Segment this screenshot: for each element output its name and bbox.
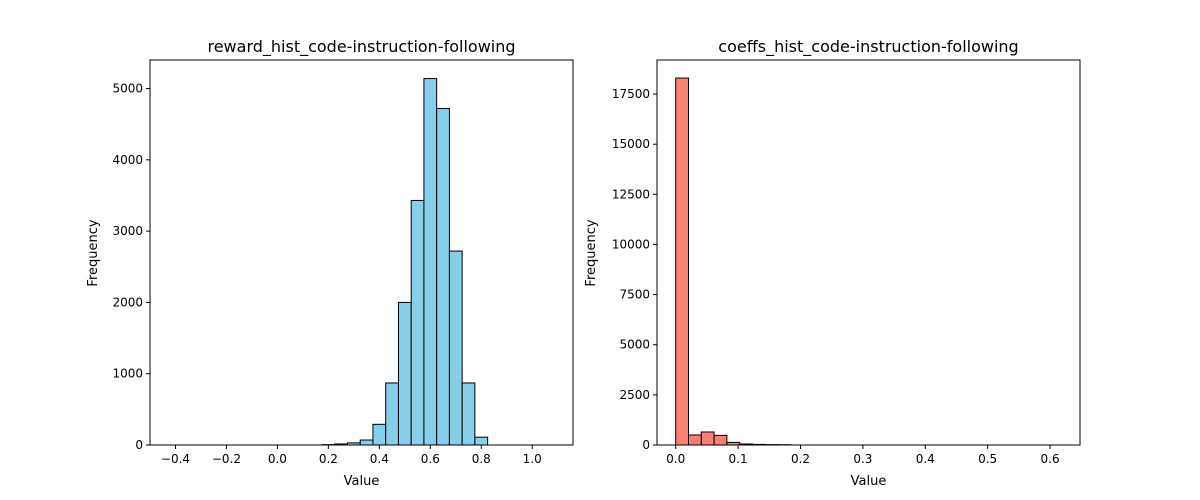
- reward-histogram-ytick-label: 0: [135, 438, 143, 452]
- coeffs-histogram-bar: [688, 434, 702, 446]
- reward-histogram-xaxis: −0.4 −0.2 0.0 0.2 0.4 0.6 0.8 1.0: [161, 445, 542, 466]
- reward-histogram-panel: reward_hist_code-instruction-following V…: [86, 37, 574, 489]
- reward-histogram-bar: [359, 439, 374, 446]
- reward-histogram-title: reward_hist_code-instruction-following: [207, 37, 515, 57]
- reward-histogram-plot-frame: [149, 59, 574, 446]
- coeffs-histogram-plot-frame: [656, 59, 1081, 446]
- reward-histogram-bar: [436, 107, 450, 446]
- coeffs-histogram-yaxis: 0 2500 5000 7500 10000 12500 15000 17500: [612, 87, 657, 452]
- reward-histogram-xtick-label: 1.0: [523, 452, 542, 466]
- coeffs-histogram-xtick-label: 0.1: [729, 452, 748, 466]
- reward-histogram-ytick-label: 3000: [112, 224, 143, 238]
- reward-histogram-ytick-label: 5000: [112, 82, 143, 96]
- reward-histogram-xtick-label: 0.0: [268, 452, 287, 466]
- reward-histogram-bars: [321, 78, 489, 446]
- coeffs-histogram-ytick-label: 7500: [619, 288, 650, 302]
- coeffs-histogram-bar: [713, 434, 728, 446]
- coeffs-histogram-ytick-label: 0: [642, 438, 650, 452]
- reward-histogram-ylabel: Frequency: [86, 219, 101, 286]
- coeffs-histogram-bars: [675, 77, 792, 446]
- reward-histogram-xlabel: Value: [344, 474, 380, 489]
- reward-histogram-ytick-label: 4000: [112, 153, 143, 167]
- reward-histogram-bar: [423, 78, 438, 446]
- coeffs-histogram-bar: [700, 431, 715, 446]
- coeffs-histogram-xtick-label: 0.6: [1041, 452, 1060, 466]
- coeffs-histogram-xtick-label: 0.5: [978, 452, 997, 466]
- coeffs-histogram-ytick-label: 10000: [612, 237, 650, 251]
- reward-histogram-xtick-label: 0.4: [370, 452, 389, 466]
- reward-histogram-bar: [397, 301, 412, 446]
- reward-histogram-bar: [372, 423, 387, 446]
- coeffs-histogram-xtick-label: 0.0: [666, 452, 685, 466]
- reward-histogram-bar: [474, 436, 489, 446]
- coeffs-histogram-xtick-label: 0.3: [853, 452, 872, 466]
- coeffs-histogram-ytick-label: 2500: [619, 388, 650, 402]
- reward-histogram-xtick-label: 0.8: [472, 452, 491, 466]
- reward-histogram-bar: [385, 382, 399, 446]
- coeffs-histogram-ytick-label: 12500: [612, 187, 650, 201]
- reward-histogram-xtick-label: −0.2: [212, 452, 241, 466]
- coeffs-histogram-ylabel: Frequency: [584, 219, 599, 286]
- coeffs-histogram-bar: [675, 77, 690, 446]
- reward-histogram-yaxis: 0 1000 2000 3000 4000 5000: [112, 82, 150, 452]
- coeffs-histogram-ytick-label: 17500: [612, 87, 650, 101]
- reward-histogram-bar: [461, 382, 476, 446]
- coeffs-histogram-ytick-label: 15000: [612, 137, 650, 151]
- reward-histogram-xtick-label: −0.4: [161, 452, 190, 466]
- coeffs-histogram-ytick-label: 5000: [619, 338, 650, 352]
- coeffs-histogram-xlabel: Value: [851, 474, 887, 489]
- reward-histogram-ytick-label: 1000: [112, 367, 143, 381]
- coeffs-histogram-xaxis: 0.0 0.1 0.2 0.3 0.4 0.5 0.6: [666, 445, 1060, 466]
- reward-histogram-bar: [448, 250, 463, 446]
- coeffs-histogram-panel: coeffs_hist_code-instruction-following V…: [584, 37, 1081, 489]
- reward-histogram-xtick-label: 0.6: [421, 452, 440, 466]
- reward-histogram-bar: [410, 199, 425, 446]
- reward-histogram-ytick-label: 2000: [112, 295, 143, 309]
- coeffs-histogram-title: coeffs_hist_code-instruction-following: [718, 37, 1018, 57]
- coeffs-histogram-xtick-label: 0.2: [791, 452, 810, 466]
- reward-histogram-xtick-label: 0.2: [319, 452, 338, 466]
- coeffs-histogram-xtick-label: 0.4: [916, 452, 935, 466]
